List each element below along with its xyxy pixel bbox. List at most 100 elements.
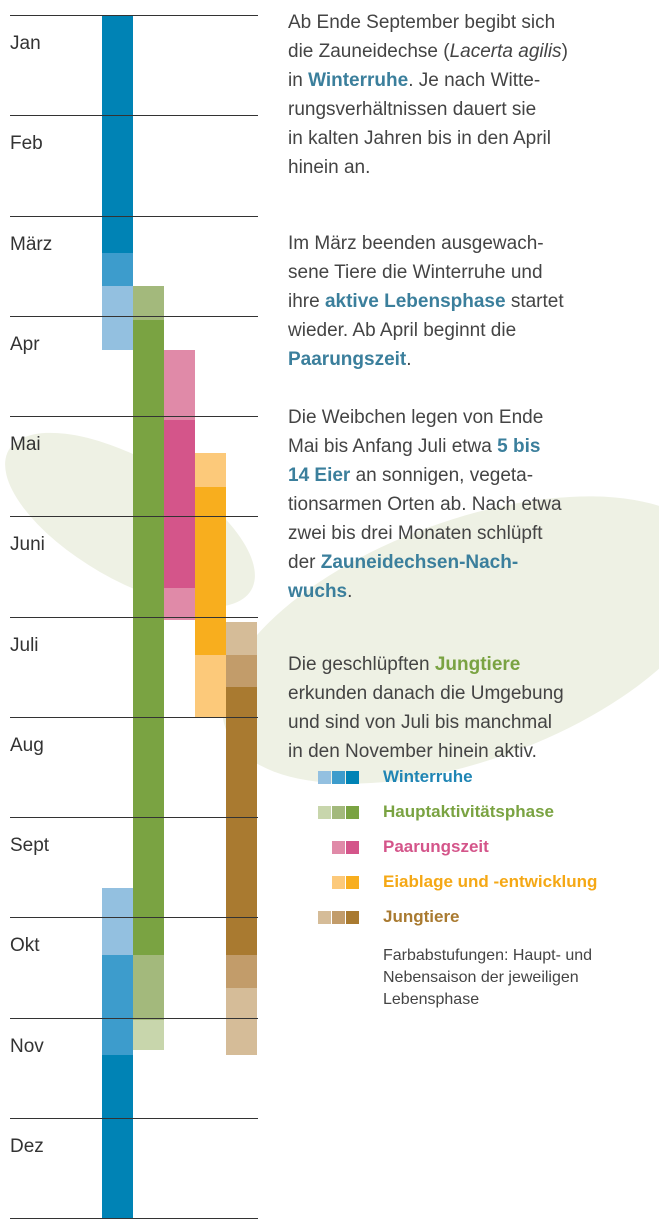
legend-note: Lebensphase <box>383 989 479 1011</box>
month-divider <box>10 115 258 116</box>
text-run: aktive Lebensphase <box>325 291 506 312</box>
phase-bar <box>102 253 133 286</box>
text-run: Mai bis Anfang Juli etwa <box>288 436 497 457</box>
background <box>0 0 659 1229</box>
text-run: wieder. Ab April beginnt die <box>288 320 516 341</box>
text-run: Paarungszeit <box>288 349 406 370</box>
legend-note: Nebensaison der jeweiligen <box>383 967 579 989</box>
paragraph-line: erkunden danach die Umgebung <box>288 679 564 708</box>
infographic: JanFebMärzAprMaiJuniJuliAugSeptOktNovDez… <box>0 0 659 1229</box>
month-divider <box>10 516 258 517</box>
text-run: 5 bis <box>497 436 540 457</box>
phase-bar <box>195 655 226 717</box>
paragraph-line: zwei bis drei Monaten schlüpft <box>288 519 543 548</box>
text-run: zwei bis drei Monaten schlüpft <box>288 523 543 544</box>
paragraph-line: Die geschlüpften Jungtiere <box>288 650 520 679</box>
phase-bar <box>102 888 133 955</box>
legend-swatch <box>346 911 359 924</box>
month-label: März <box>10 234 52 256</box>
text-run: wuchs <box>288 581 347 602</box>
text-run: Zauneidechsen-Nach- <box>321 552 518 573</box>
phase-bar <box>226 955 257 988</box>
paragraph-line: Ab Ende September begibt sich <box>288 8 555 37</box>
month-label: Apr <box>10 334 40 356</box>
phase-bar <box>102 1055 133 1218</box>
paragraph-line: Mai bis Anfang Juli etwa 5 bis <box>288 432 540 461</box>
month-divider <box>10 416 258 417</box>
legend-swatch <box>332 911 345 924</box>
legend-label: Paarungszeit <box>383 837 489 857</box>
text-run: an sonnigen, vegeta- <box>350 465 533 486</box>
month-label: Sept <box>10 835 49 857</box>
legend-swatch <box>346 841 359 854</box>
month-divider <box>10 216 258 217</box>
text-run: in den November hinein aktiv. <box>288 741 537 762</box>
phase-bar <box>164 588 195 620</box>
legend-swatch <box>332 876 345 889</box>
text-run: sene Tiere die Winterruhe und <box>288 262 543 283</box>
month-label: Nov <box>10 1036 44 1058</box>
legend-label: Eiablage und -entwicklung <box>383 872 597 892</box>
paragraph-line: die Zauneidechse (Lacerta agilis) <box>288 37 568 66</box>
paragraph-line: in den November hinein aktiv. <box>288 737 537 766</box>
paragraph-line: in kalten Jahren bis in den April <box>288 124 551 153</box>
phase-bar <box>195 487 226 655</box>
phase-bar <box>164 420 195 588</box>
month-divider <box>10 817 258 818</box>
paragraph-line: Die Weibchen legen von Ende <box>288 403 543 432</box>
paragraph-line: sene Tiere die Winterruhe und <box>288 258 543 287</box>
legend-swatch <box>332 841 345 854</box>
legend-label: Hauptaktivitätsphase <box>383 802 554 822</box>
text-run: Ab Ende September begibt sich <box>288 12 555 33</box>
month-divider <box>10 717 258 718</box>
month-label: Okt <box>10 935 40 957</box>
legend-swatch <box>332 771 345 784</box>
phase-bar <box>133 955 164 1020</box>
text-run: Die Weibchen legen von Ende <box>288 407 543 428</box>
paragraph-line: wieder. Ab April beginnt die <box>288 316 516 345</box>
text-run: und sind von Juli bis manchmal <box>288 712 552 733</box>
month-divider <box>10 15 258 16</box>
month-divider <box>10 917 258 918</box>
text-run: hinein an. <box>288 157 370 178</box>
phase-bar <box>102 955 133 1055</box>
paragraph-line: rungsverhältnissen dauert sie <box>288 95 536 124</box>
text-run: startet <box>506 291 564 312</box>
paragraph-line: tionsarmen Orten ab. Nach etwa <box>288 490 562 519</box>
legend-swatch <box>318 771 331 784</box>
legend-note: Farbabstufungen: Haupt- und <box>383 945 592 967</box>
text-run: . Je nach Witte- <box>408 70 540 91</box>
text-run: in kalten Jahren bis in den April <box>288 128 551 149</box>
text-run: die Zauneidechse ( <box>288 41 450 62</box>
month-divider <box>10 1018 258 1019</box>
paragraph-line: 14 Eier an sonnigen, vegeta- <box>288 461 533 490</box>
month-label: Juli <box>10 635 39 657</box>
text-run: . <box>347 581 352 602</box>
paragraph-line: Paarungszeit. <box>288 345 412 374</box>
phase-bar <box>133 1020 164 1050</box>
month-divider <box>10 1218 258 1219</box>
month-divider <box>10 617 258 618</box>
text-run: Lacerta agilis <box>450 41 562 62</box>
legend-swatch <box>318 911 331 924</box>
legend-label: Winterruhe <box>383 767 473 787</box>
text-run: der <box>288 552 321 573</box>
text-run: Jungtiere <box>435 654 521 675</box>
month-label: Aug <box>10 735 44 757</box>
phase-bar <box>226 622 257 655</box>
text-run: 14 Eier <box>288 465 350 486</box>
phase-bar <box>164 350 195 420</box>
paragraph-line: Im März beenden ausgewach- <box>288 229 544 258</box>
legend-swatch <box>346 771 359 784</box>
text-run: ) <box>562 41 568 62</box>
paragraph-line: und sind von Juli bis manchmal <box>288 708 552 737</box>
month-label: Juni <box>10 534 45 556</box>
paragraph-line: in Winterruhe. Je nach Witte- <box>288 66 540 95</box>
text-run: Winterruhe <box>308 70 408 91</box>
text-run: Die geschlüpften <box>288 654 435 675</box>
legend-label: Jungtiere <box>383 907 460 927</box>
text-run: tionsarmen Orten ab. Nach etwa <box>288 494 562 515</box>
paragraph-line: ihre aktive Lebensphase startet <box>288 287 564 316</box>
paragraph-line: hinein an. <box>288 153 370 182</box>
phase-bar <box>102 15 133 253</box>
